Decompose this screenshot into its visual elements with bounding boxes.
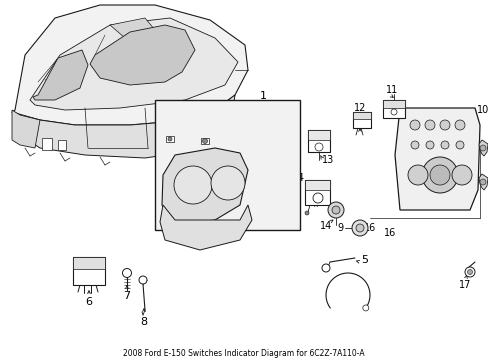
Text: 7: 7 bbox=[123, 291, 130, 301]
Circle shape bbox=[122, 269, 131, 278]
Polygon shape bbox=[30, 18, 238, 110]
Circle shape bbox=[429, 165, 449, 185]
Circle shape bbox=[351, 220, 367, 236]
Circle shape bbox=[331, 206, 339, 214]
Circle shape bbox=[314, 143, 323, 151]
Bar bbox=[201, 138, 208, 144]
Bar bbox=[42, 138, 52, 150]
Bar bbox=[307, 130, 329, 140]
Text: 8: 8 bbox=[140, 317, 147, 327]
Text: 3: 3 bbox=[254, 185, 261, 195]
Polygon shape bbox=[394, 108, 479, 210]
Bar bbox=[165, 136, 174, 142]
Polygon shape bbox=[33, 50, 88, 100]
Text: 15: 15 bbox=[486, 143, 488, 153]
Circle shape bbox=[439, 120, 449, 130]
Text: 1: 1 bbox=[259, 91, 266, 101]
Polygon shape bbox=[162, 148, 247, 225]
Circle shape bbox=[421, 157, 457, 193]
Circle shape bbox=[451, 165, 471, 185]
Polygon shape bbox=[12, 95, 235, 158]
Bar bbox=[155, 100, 299, 230]
Bar bbox=[305, 180, 329, 205]
Bar bbox=[73, 257, 105, 269]
Circle shape bbox=[355, 224, 363, 232]
Ellipse shape bbox=[174, 166, 212, 204]
Circle shape bbox=[409, 120, 419, 130]
Bar bbox=[382, 100, 404, 118]
Text: 17: 17 bbox=[458, 280, 470, 290]
Circle shape bbox=[168, 137, 172, 141]
Circle shape bbox=[424, 120, 434, 130]
Bar bbox=[58, 140, 66, 150]
Text: 9: 9 bbox=[336, 223, 343, 233]
Bar bbox=[305, 180, 329, 190]
Circle shape bbox=[312, 193, 323, 203]
Circle shape bbox=[321, 264, 329, 272]
Bar bbox=[352, 112, 370, 128]
Bar bbox=[382, 100, 404, 108]
Circle shape bbox=[455, 141, 463, 149]
Text: 12: 12 bbox=[353, 103, 366, 113]
Circle shape bbox=[440, 141, 448, 149]
Circle shape bbox=[467, 270, 471, 274]
Polygon shape bbox=[478, 174, 487, 190]
Text: 4: 4 bbox=[296, 173, 303, 183]
Circle shape bbox=[407, 165, 427, 185]
Circle shape bbox=[305, 211, 308, 215]
Text: 13: 13 bbox=[321, 155, 333, 165]
Polygon shape bbox=[90, 25, 195, 85]
Text: 11: 11 bbox=[385, 85, 397, 95]
Circle shape bbox=[327, 202, 343, 218]
Polygon shape bbox=[478, 140, 487, 156]
Bar bbox=[73, 257, 105, 285]
Polygon shape bbox=[160, 205, 251, 250]
Ellipse shape bbox=[210, 166, 244, 200]
Circle shape bbox=[139, 276, 147, 284]
Circle shape bbox=[202, 139, 207, 144]
Text: 5: 5 bbox=[361, 255, 368, 265]
Circle shape bbox=[479, 179, 485, 185]
Text: 14: 14 bbox=[319, 221, 331, 231]
Text: 44: 44 bbox=[224, 180, 231, 185]
Text: 44: 44 bbox=[189, 183, 197, 188]
Text: 16: 16 bbox=[363, 223, 375, 233]
Circle shape bbox=[454, 120, 464, 130]
Circle shape bbox=[362, 305, 368, 311]
Text: 16: 16 bbox=[383, 228, 395, 238]
Circle shape bbox=[479, 145, 485, 151]
Bar bbox=[307, 130, 329, 152]
Text: 2: 2 bbox=[190, 104, 197, 114]
Text: 10: 10 bbox=[476, 105, 488, 115]
Polygon shape bbox=[110, 18, 155, 38]
Text: 6: 6 bbox=[85, 297, 92, 307]
Circle shape bbox=[425, 141, 433, 149]
Circle shape bbox=[410, 141, 418, 149]
Bar bbox=[352, 112, 370, 119]
Polygon shape bbox=[12, 5, 247, 125]
Circle shape bbox=[390, 109, 396, 115]
Circle shape bbox=[464, 267, 474, 277]
Text: 2008 Ford E-150 Switches Indicator Diagram for 6C2Z-7A110-A: 2008 Ford E-150 Switches Indicator Diagr… bbox=[123, 348, 364, 357]
Polygon shape bbox=[12, 110, 40, 148]
